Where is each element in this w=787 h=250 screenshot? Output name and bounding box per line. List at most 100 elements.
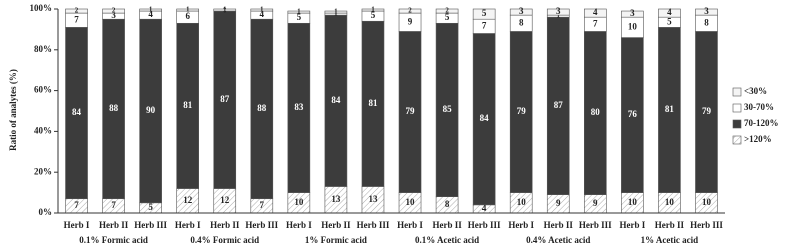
data-label: 2 (445, 7, 449, 15)
data-label: 10 (628, 197, 638, 207)
data-label: 81 (665, 104, 675, 114)
legend-label: 30-70% (744, 102, 774, 112)
data-label: 3 (630, 8, 635, 18)
data-label: 4 (667, 7, 672, 17)
data-label: 10 (406, 197, 416, 207)
data-label: 5 (667, 16, 672, 26)
bar-segment (287, 10, 311, 14)
x-tick-label: Herb I (175, 220, 201, 230)
data-label: 4 (482, 203, 487, 213)
y-tick-label: 0% (39, 207, 53, 217)
bar-segment (65, 8, 88, 14)
data-label: 5 (482, 8, 487, 18)
legend-label: 70-120% (744, 118, 779, 128)
data-label: 7 (593, 18, 598, 28)
data-label: 1 (371, 6, 375, 14)
x-tick-label: Herb I (397, 220, 423, 230)
data-label: 7 (74, 14, 79, 24)
bar-segment (361, 8, 385, 12)
data-label: 7 (482, 20, 487, 30)
bar-segment (658, 8, 681, 18)
data-label: 1 (260, 6, 264, 14)
data-label: 1 (297, 8, 301, 16)
x-tick-label: Herb II (210, 220, 240, 230)
data-label: 2 (408, 7, 412, 15)
bar-segment (695, 8, 718, 16)
data-label: 13 (368, 194, 378, 204)
data-label: 5 (445, 12, 450, 22)
y-axis-label: Ratio of analytes (%) (8, 69, 18, 151)
data-label: 84 (72, 107, 82, 117)
group-label: 0.1% Acetic acid (415, 235, 479, 245)
x-tick-label: Herb II (432, 220, 462, 230)
data-label: 10 (294, 197, 304, 207)
data-label: 2 (75, 7, 79, 15)
y-tick-label: 60% (34, 85, 52, 95)
x-tick-label: Herb II (99, 220, 129, 230)
x-tick-label: Herb III (357, 220, 390, 230)
x-tick-label: Herb III (245, 220, 278, 230)
bar-segment (472, 8, 496, 20)
bar-segment (546, 8, 570, 16)
group-label: 1% Formic acid (305, 235, 367, 245)
data-label: 84 (480, 113, 490, 123)
bar-segment (584, 8, 607, 18)
data-label: 3 (704, 6, 709, 16)
data-label: 9 (408, 16, 413, 26)
data-label: 84 (331, 95, 341, 105)
group-label: 0.1% Formic acid (79, 235, 148, 245)
data-label: 79 (406, 106, 416, 116)
data-label: 10 (665, 197, 675, 207)
data-label: 85 (443, 104, 453, 114)
data-label: 1 (223, 6, 227, 14)
group-label: 0.4% Formic acid (190, 235, 259, 245)
data-label: 6 (185, 11, 190, 21)
data-label: 10 (702, 197, 712, 207)
x-tick-label: Herb II (655, 220, 685, 230)
data-label: 7 (74, 200, 79, 210)
data-label: 80 (591, 107, 601, 117)
data-label: 8 (519, 17, 524, 27)
data-label: 88 (109, 103, 119, 113)
x-tick-label: Herb II (544, 220, 574, 230)
bar-segment (621, 10, 644, 18)
data-label: 1 (334, 10, 338, 18)
data-label: 4 (148, 9, 153, 19)
data-label: 87 (554, 100, 564, 110)
y-tick-label: 80% (34, 44, 52, 54)
data-label: 83 (294, 102, 304, 112)
bar-segment (176, 8, 199, 12)
x-tick-label: Herb III (690, 220, 723, 230)
group-label: 1% Acetic acid (641, 235, 699, 245)
data-label: 12 (183, 195, 193, 205)
legend-swatch (732, 103, 742, 113)
data-label: 1 (186, 6, 190, 14)
data-label: 1 (557, 12, 561, 20)
data-label: 79 (517, 106, 527, 116)
x-tick-label: Herb I (286, 220, 312, 230)
x-tick-label: Herb II (321, 220, 351, 230)
group-label: 0.4% Acetic acid (526, 235, 590, 245)
bar-segment (324, 10, 348, 14)
y-tick-label: 20% (34, 166, 52, 176)
data-label: 10 (517, 197, 527, 207)
x-tick-label: Herb I (508, 220, 534, 230)
data-label: 76 (628, 109, 638, 119)
data-label: 81 (368, 98, 378, 108)
data-label: 3 (111, 10, 116, 20)
data-label: 1 (149, 6, 153, 14)
data-label: 3 (519, 6, 524, 16)
data-label: 87 (220, 94, 230, 104)
legend-swatch (732, 87, 742, 97)
data-label: 13 (331, 194, 341, 204)
data-label: 79 (702, 106, 712, 116)
x-tick-label: Herb I (619, 220, 645, 230)
data-label: 4 (260, 9, 265, 19)
x-tick-label: Herb III (579, 220, 612, 230)
bar-segment (398, 8, 422, 14)
data-label: 12 (220, 195, 230, 205)
data-label: 7 (260, 200, 265, 210)
data-label: 1 (334, 8, 338, 16)
data-label: 88 (257, 103, 267, 113)
